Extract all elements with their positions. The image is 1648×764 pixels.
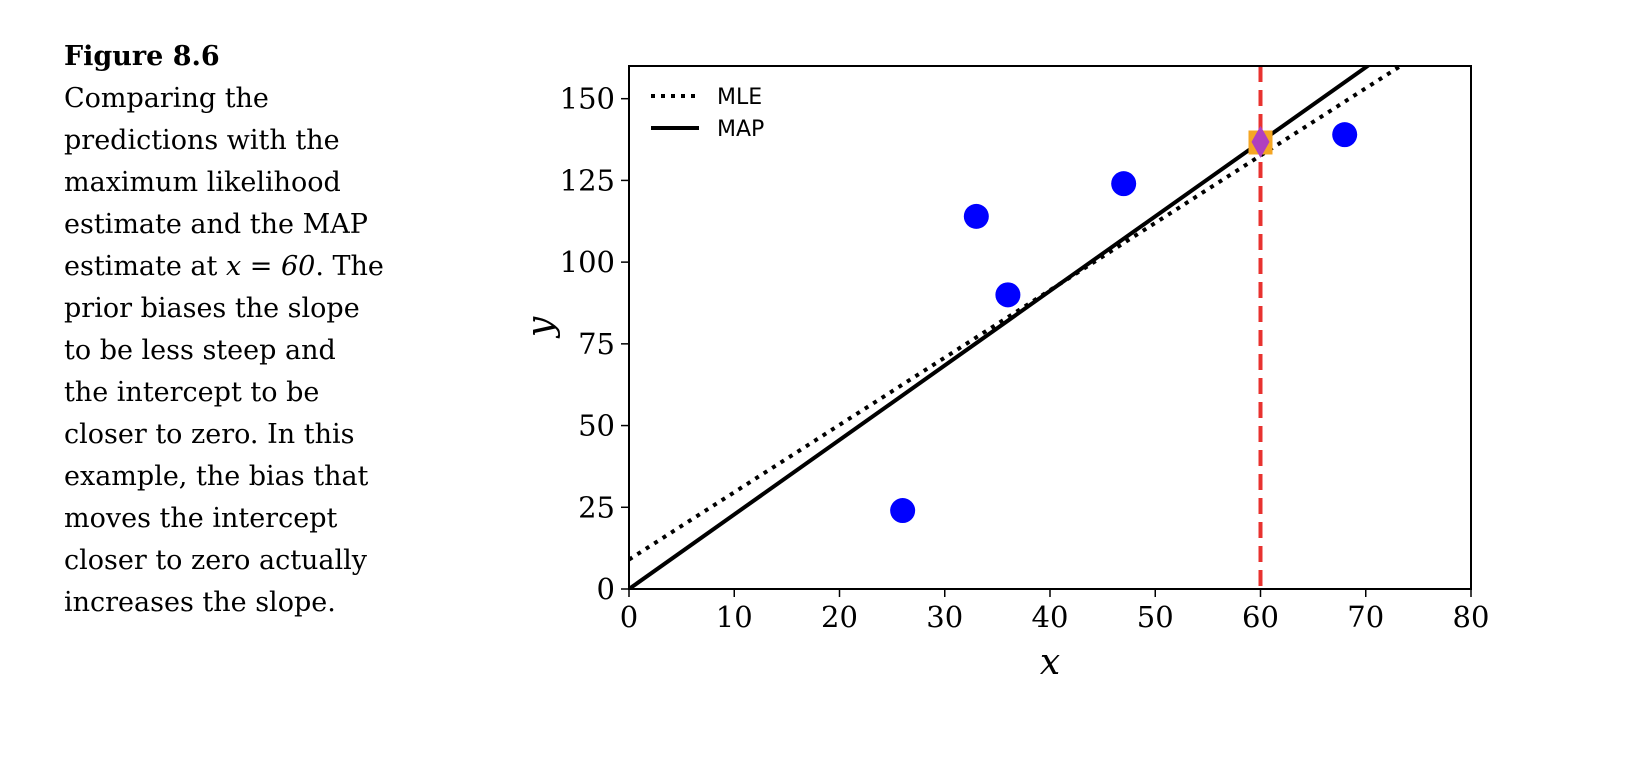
caption-math: x = 60 xyxy=(225,251,316,282)
axis-ticks: 0 10 20 30 40 50 60 70 80 0 25 50 75 100 125 150 xyxy=(560,82,1490,634)
map-line xyxy=(629,66,1372,589)
caption-text-part1: Comparing the predictions with the maxim… xyxy=(64,83,368,282)
y-tick-label: 75 xyxy=(578,327,615,361)
figure-title: Figure 8.6 xyxy=(64,41,220,72)
data-point xyxy=(1332,122,1358,148)
data-point xyxy=(890,498,916,524)
y-tick-label: 25 xyxy=(578,490,615,524)
x-tick-label: 10 xyxy=(716,600,753,634)
data-point xyxy=(1111,171,1137,197)
x-tick-label: 20 xyxy=(821,600,858,634)
x-tick-label: 40 xyxy=(1032,600,1069,634)
y-tick-label: 0 xyxy=(597,572,615,606)
y-axis-label: y xyxy=(520,316,561,339)
y-tick-label: 100 xyxy=(560,245,615,279)
mle-line xyxy=(629,66,1405,562)
map-prediction-marker xyxy=(1251,125,1270,158)
x-tick-label: 80 xyxy=(1453,600,1490,634)
caption-text-part2: . The prior biases the slope to be less … xyxy=(64,251,384,618)
figure-description: Comparing the predictions with the maxim… xyxy=(64,78,384,624)
x-tick-label: 0 xyxy=(620,600,638,634)
data-point xyxy=(963,203,989,229)
x-tick-label: 50 xyxy=(1137,600,1174,634)
x-tick-label: 60 xyxy=(1242,600,1279,634)
y-tick-label: 50 xyxy=(578,409,615,443)
legend: MLE MAP xyxy=(651,85,764,142)
y-tick-label: 150 xyxy=(560,82,615,116)
x-tick-label: 30 xyxy=(926,600,963,634)
figure-caption: Figure 8.6 Comparing the predictions wit… xyxy=(64,36,384,624)
y-tick-label: 125 xyxy=(560,163,615,197)
data-point xyxy=(995,282,1021,308)
chart-points-layer xyxy=(890,122,1358,524)
legend-label-mle: MLE xyxy=(717,85,762,110)
x-axis-label: x xyxy=(1040,642,1060,683)
x-tick-label: 70 xyxy=(1347,600,1384,634)
legend-label-map: MAP xyxy=(717,117,764,142)
